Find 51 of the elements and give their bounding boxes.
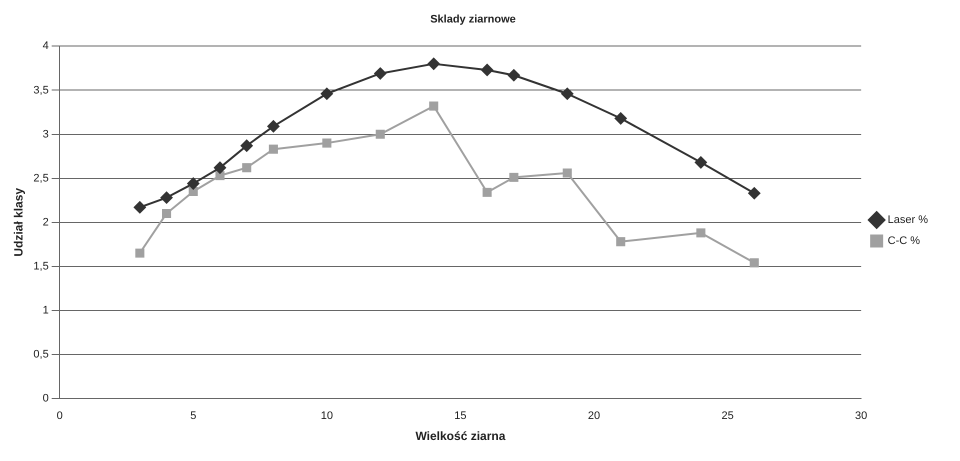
point xyxy=(374,67,386,80)
point xyxy=(187,178,200,190)
point xyxy=(134,201,146,214)
x-tick-label: 30 xyxy=(855,410,868,422)
x-tick-label: 0 xyxy=(56,410,63,422)
point xyxy=(561,88,574,100)
y-tick-label: 0 xyxy=(42,392,49,404)
point xyxy=(242,163,252,172)
point xyxy=(750,258,759,268)
point xyxy=(240,140,253,152)
point xyxy=(214,162,226,174)
y-tick-label: 3,5 xyxy=(33,84,49,96)
point xyxy=(162,208,172,218)
x-tick-label: 20 xyxy=(588,410,600,422)
point xyxy=(509,172,518,182)
point xyxy=(268,144,278,154)
point xyxy=(267,120,280,132)
point xyxy=(160,192,173,204)
y-tick-label: 3 xyxy=(42,128,49,140)
point xyxy=(188,186,198,196)
point xyxy=(376,130,385,139)
legend-label: C-C % xyxy=(888,235,920,248)
point xyxy=(429,102,438,111)
y-tick-label: 1 xyxy=(42,304,49,316)
y-tick-label: 2 xyxy=(42,216,49,228)
point xyxy=(320,88,333,100)
point xyxy=(481,64,494,76)
point xyxy=(135,248,144,258)
legend-label: Laser % xyxy=(888,214,928,226)
point xyxy=(322,138,332,148)
point xyxy=(696,228,706,238)
point xyxy=(748,187,760,200)
y-axis-title: Udział klasy xyxy=(12,188,26,257)
x-tick-label: 5 xyxy=(190,410,196,422)
x-tick-label: 10 xyxy=(320,410,333,422)
point xyxy=(614,112,627,124)
y-tick-label: 4 xyxy=(42,40,49,52)
point xyxy=(482,188,492,197)
y-tick-label: 0,5 xyxy=(33,348,49,360)
x-tick-label: 15 xyxy=(454,410,467,422)
point xyxy=(616,237,626,246)
y-tick-label: 2,5 xyxy=(33,172,49,184)
y-tick-label: 1,5 xyxy=(33,260,49,272)
chart-title: Sklady ziarnowe xyxy=(430,14,516,26)
point xyxy=(428,58,440,70)
point xyxy=(562,168,572,178)
x-tick-label: 25 xyxy=(721,410,734,422)
point xyxy=(508,69,520,82)
point xyxy=(215,171,225,180)
point xyxy=(694,156,707,168)
x-axis-title: Wielkość ziarna xyxy=(415,429,506,444)
